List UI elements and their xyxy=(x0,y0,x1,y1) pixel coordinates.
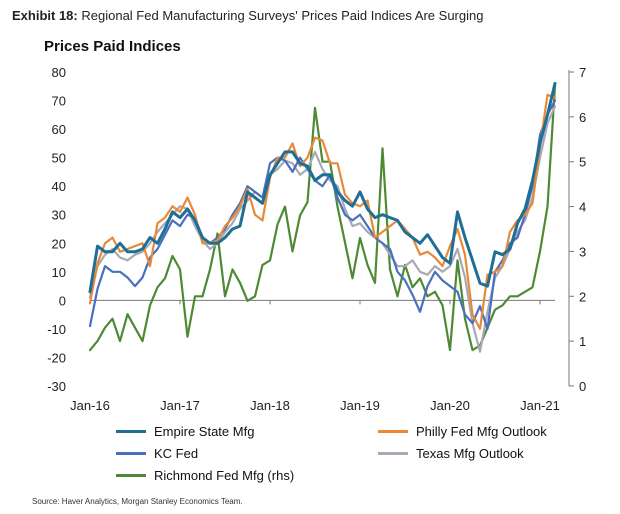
x-tick-label: Jan-18 xyxy=(250,398,290,413)
y-left-tick-label: 60 xyxy=(52,122,66,137)
y-right-tick-label: 0 xyxy=(579,379,586,394)
x-tick-label: Jan-21 xyxy=(520,398,560,413)
y-left-tick-label: 50 xyxy=(52,151,66,166)
y-left-tick-label: 70 xyxy=(52,94,66,109)
y-right-tick-label: 7 xyxy=(579,65,586,80)
exhibit-heading: Exhibit 18: Regional Fed Manufacturing S… xyxy=(12,8,483,23)
y-left-tick-label: 0 xyxy=(59,293,66,308)
series-line-kc xyxy=(88,99,557,330)
exhibit-title: Regional Fed Manufacturing Surveys' Pric… xyxy=(81,8,484,23)
y-left-tick-label: 80 xyxy=(52,65,66,80)
source-note: Source: Haver Analytics, Morgan Stanley … xyxy=(32,497,243,506)
y-right-tick-label: 2 xyxy=(579,289,586,304)
y-left-tick-label: -30 xyxy=(47,379,66,394)
y-right-tick-label: 1 xyxy=(579,334,586,349)
chart-axes: Jan-16 Jan-17 Jan-18 Jan-19 Jan-20 Jan-218070… xyxy=(47,65,586,413)
y-left-tick-label: 30 xyxy=(52,208,66,223)
series-line-empire xyxy=(88,81,557,294)
y-left-tick-label: 40 xyxy=(52,179,66,194)
x-tick-label: Jan-16 xyxy=(70,398,110,413)
chart-series xyxy=(88,81,557,353)
exhibit-label: Exhibit 18: xyxy=(12,8,78,23)
y-right-tick-label: 6 xyxy=(579,110,586,125)
y-left-tick-label: 10 xyxy=(52,265,66,280)
series-line-richmond xyxy=(88,84,557,352)
y-right-tick-label: 5 xyxy=(579,155,586,170)
y-right-tick-label: 4 xyxy=(579,200,586,215)
x-tick-label: Jan-17 xyxy=(160,398,200,413)
x-tick-label: Jan-19 xyxy=(340,398,380,413)
y-left-tick-label: -20 xyxy=(47,350,66,365)
y-left-tick-label: 20 xyxy=(52,236,66,251)
series-line-philly xyxy=(88,93,557,330)
x-tick-label: Jan-20 xyxy=(430,398,470,413)
y-right-tick-label: 3 xyxy=(579,244,586,259)
chart-title: Prices Paid Indices xyxy=(44,38,181,55)
y-left-tick-label: -10 xyxy=(47,322,66,337)
